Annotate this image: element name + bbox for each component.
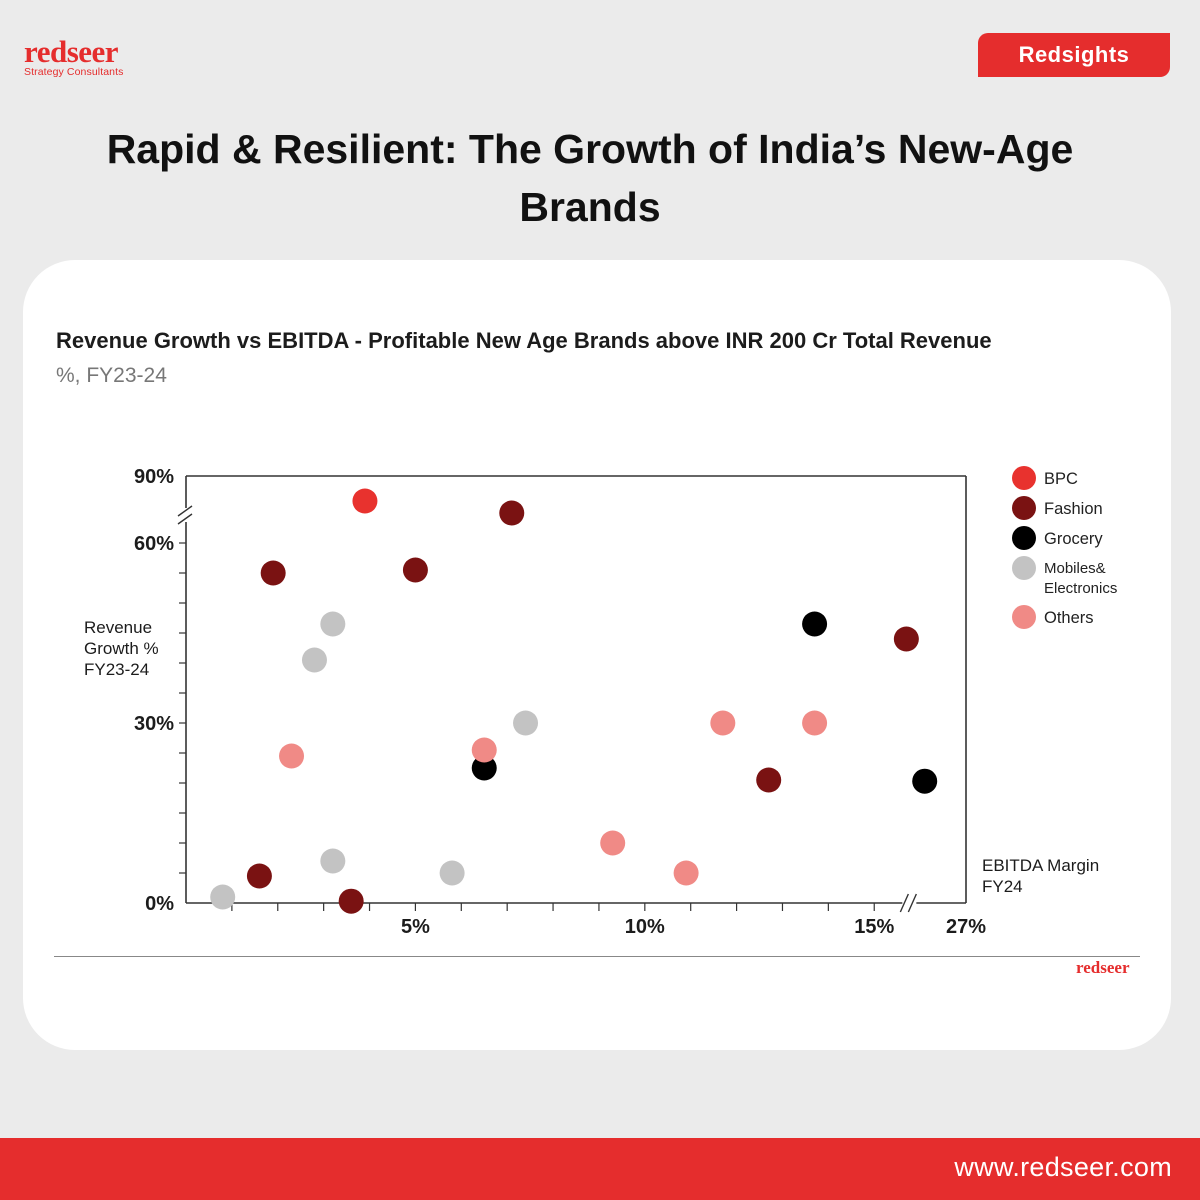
data-point-fashion [499,500,525,526]
y-tick-label: 30% [134,713,174,735]
data-point-others [600,830,626,856]
chart-subtitle: %, FY23-24 [56,364,167,387]
data-point-fashion [338,888,364,914]
legend-swatch [1012,496,1036,520]
legend-item-grocery: Grocery [1012,526,1154,550]
chart-legend: BPC Fashion Grocery Mobiles& Electronics Oth… [1012,466,1154,635]
data-point-mobiles-electronics [320,848,346,874]
legend-label: BPC [1044,470,1078,488]
data-point-others [471,737,497,763]
data-point-bpc [352,488,378,514]
legend-swatch [1012,605,1036,629]
y-axis-break-mark [177,513,193,525]
data-point-others [673,860,699,886]
y-axis-break-mark [177,505,193,517]
logo-tagline: Strategy Consultants [24,66,124,78]
data-point-fashion [260,560,286,586]
redseer-mini-logo: redseer [1076,958,1130,977]
legend-swatch [1012,526,1036,550]
x-tick-label: 10% [625,916,665,938]
legend-item-others: Others [1012,605,1154,629]
y-axis-label: Revenue [84,618,152,637]
data-point-fashion [756,767,782,793]
legend-swatch [1012,466,1036,490]
data-point-others [802,710,828,736]
y-tick-label: 90% [134,466,174,488]
legend-label: Others [1044,609,1094,627]
data-point-grocery [912,768,938,794]
logo-wordmark: redseer [24,34,119,69]
data-point-others [279,743,305,769]
legend-label: Grocery [1044,530,1103,548]
legend-item-fashion: Fashion [1012,496,1154,520]
x-tick-label: 5% [401,916,430,938]
y-axis-label: Growth % [84,639,159,658]
data-point-mobiles-electronics [320,611,346,637]
data-point-mobiles-electronics [301,647,327,673]
page-title: Rapid & Resilient: The Growth of India’s… [106,126,1074,230]
data-point-fashion [246,863,272,889]
footer-bar: www.redseer.com [0,1138,1200,1200]
data-point-mobiles-electronics [210,884,236,910]
x-tick-label: 15% [854,916,894,938]
data-point-mobiles-electronics [513,710,539,736]
y-axis-label: FY23-24 [84,660,149,679]
data-point-others [710,710,736,736]
x-axis-label: EBITDA Margin [982,856,1099,875]
x-tick-label: 27% [946,916,986,938]
x-axis-break-mark [907,893,917,913]
redseer-logo[interactable]: redseer Strategy Consultants [24,34,124,78]
x-axis-break-mark [899,893,909,913]
footer-url[interactable]: www.redseer.com [954,1152,1172,1182]
data-point-grocery [471,755,497,781]
chart-title: Revenue Growth vs EBITDA - Profitable Ne… [56,328,992,353]
redsights-badge[interactable]: Redsights [978,33,1170,77]
legend-swatch [1012,556,1036,580]
data-point-fashion [402,557,428,583]
y-tick-label: 0% [145,893,174,915]
chart-card [23,260,1171,1050]
divider [54,956,1140,957]
data-point-mobiles-electronics [439,860,465,886]
data-point-grocery [802,611,828,637]
legend-label: Fashion [1044,500,1103,518]
y-tick-label: 60% [134,533,174,555]
legend-label: Mobiles& Electronics [1044,560,1118,597]
legend-item-bpc: BPC [1012,466,1154,490]
legend-item-mobiles-electronics: Mobiles& Electronics [1012,556,1154,599]
x-axis-label: FY24 [982,877,1023,896]
data-point-fashion [893,626,919,652]
